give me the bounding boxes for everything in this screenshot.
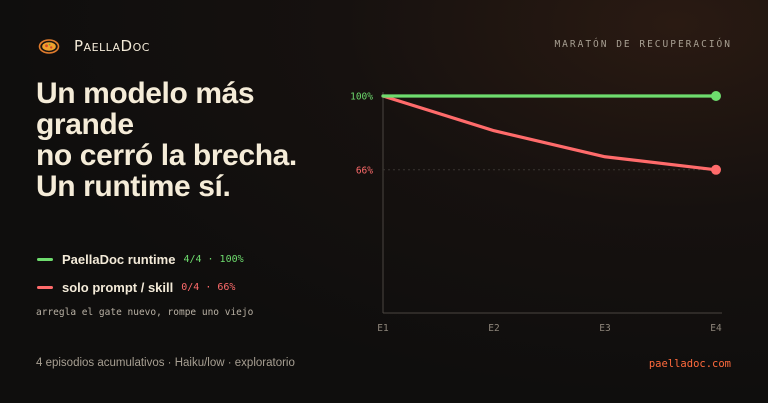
- series-line-1: [381, 94, 718, 172]
- y-tick-label-1: 66%: [356, 165, 373, 176]
- x-tick-label-0: E1: [377, 323, 389, 334]
- legend-name-prompt: solo prompt / skill: [62, 279, 174, 295]
- chart-caption: arregla el gate nuevo, rompe uno viejo: [36, 307, 254, 318]
- legend-swatch-prompt: [37, 285, 53, 289]
- series-end-point-0: [711, 91, 721, 101]
- headline-line-3: no cerró la brecha.: [36, 139, 297, 172]
- legend-item-prompt: solo prompt / skill 0/4 · 66%: [37, 278, 244, 296]
- legend-swatch-runtime: [37, 257, 53, 261]
- x-tick-label-3: E4: [710, 323, 722, 334]
- headline-line-4: Un runtime sí.: [36, 170, 231, 203]
- headline-line-2: grande: [36, 108, 134, 141]
- legend-stat-runtime: 4/4 · 100%: [183, 253, 244, 265]
- series-end-point-1: [711, 164, 721, 175]
- headline: Un modelo más grande no cerró la brecha.…: [36, 78, 336, 202]
- legend-name-runtime: PaellaDoc runtime: [62, 251, 176, 267]
- paella-pan-icon: [38, 39, 60, 54]
- brand: PaellaDoc: [38, 35, 150, 57]
- x-tick-label-2: E3: [599, 323, 610, 334]
- kicker-label: MARATÓN DE RECUPERACIÓN: [554, 39, 732, 50]
- site-link[interactable]: paelladoc.com: [648, 358, 731, 370]
- legend-item-runtime: PaellaDoc runtime 4/4 · 100%: [37, 250, 244, 268]
- x-tick-label-1: E2: [488, 323, 499, 334]
- headline-line-1: Un modelo más: [36, 77, 255, 110]
- legend: PaellaDoc runtime 4/4 · 100% solo prompt…: [37, 250, 244, 306]
- y-tick-label-0: 100%: [350, 92, 373, 103]
- legend-stat-prompt: 0/4 · 66%: [181, 281, 236, 293]
- brand-name: PaellaDoc: [74, 37, 150, 55]
- footer-note: 4 episodios acumulativos · Haiku/low · e…: [36, 357, 295, 369]
